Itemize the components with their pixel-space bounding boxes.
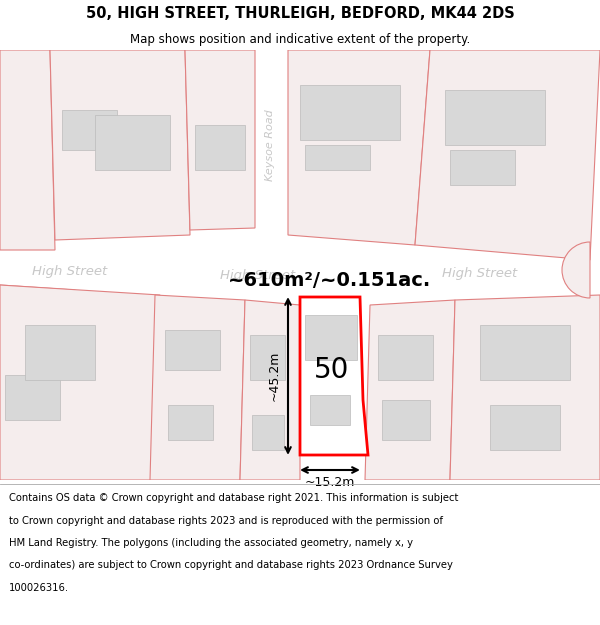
Text: HM Land Registry. The polygons (including the associated geometry, namely x, y: HM Land Registry. The polygons (includin…	[9, 538, 413, 548]
Bar	[490, 405, 560, 450]
Polygon shape	[450, 295, 600, 480]
Text: 50: 50	[314, 356, 350, 384]
Polygon shape	[150, 295, 245, 480]
Text: to Crown copyright and database rights 2023 and is reproduced with the permissio: to Crown copyright and database rights 2…	[9, 516, 443, 526]
Text: 100026316.: 100026316.	[9, 583, 69, 593]
Bar	[450, 150, 515, 185]
Bar	[382, 400, 430, 440]
Polygon shape	[255, 50, 288, 250]
Text: Contains OS data © Crown copyright and database right 2021. This information is : Contains OS data © Crown copyright and d…	[9, 493, 458, 503]
Polygon shape	[50, 50, 190, 240]
Bar	[480, 325, 570, 380]
Text: High Street: High Street	[442, 268, 518, 281]
Bar	[305, 145, 370, 170]
Bar	[25, 325, 95, 380]
Bar	[195, 125, 245, 170]
Polygon shape	[365, 300, 455, 480]
Bar	[95, 115, 170, 170]
Text: High Street: High Street	[32, 266, 107, 279]
Bar	[62, 110, 117, 150]
Text: High Street: High Street	[220, 269, 296, 282]
Polygon shape	[300, 297, 368, 455]
Text: 50, HIGH STREET, THURLEIGH, BEDFORD, MK44 2DS: 50, HIGH STREET, THURLEIGH, BEDFORD, MK4…	[86, 6, 514, 21]
Text: ~15.2m: ~15.2m	[305, 476, 355, 489]
Bar	[300, 85, 400, 140]
Polygon shape	[0, 50, 55, 250]
Bar	[250, 335, 285, 380]
Polygon shape	[288, 50, 430, 245]
Bar	[252, 415, 284, 450]
Bar	[305, 315, 357, 360]
Bar	[378, 335, 433, 380]
Text: ~45.2m: ~45.2m	[268, 351, 281, 401]
Bar	[310, 395, 350, 425]
Wedge shape	[562, 242, 590, 298]
Polygon shape	[185, 50, 255, 230]
Polygon shape	[415, 50, 600, 260]
Text: co-ordinates) are subject to Crown copyright and database rights 2023 Ordnance S: co-ordinates) are subject to Crown copyr…	[9, 561, 453, 571]
Bar	[168, 405, 213, 440]
Polygon shape	[0, 245, 600, 295]
Text: Map shows position and indicative extent of the property.: Map shows position and indicative extent…	[130, 32, 470, 46]
Polygon shape	[240, 300, 300, 480]
Bar	[165, 330, 220, 370]
Bar	[445, 90, 545, 145]
Text: Keysoe Road: Keysoe Road	[265, 109, 275, 181]
Bar	[5, 375, 60, 420]
Text: ~610m²/~0.151ac.: ~610m²/~0.151ac.	[229, 271, 431, 289]
Polygon shape	[0, 285, 160, 480]
Polygon shape	[0, 285, 80, 480]
